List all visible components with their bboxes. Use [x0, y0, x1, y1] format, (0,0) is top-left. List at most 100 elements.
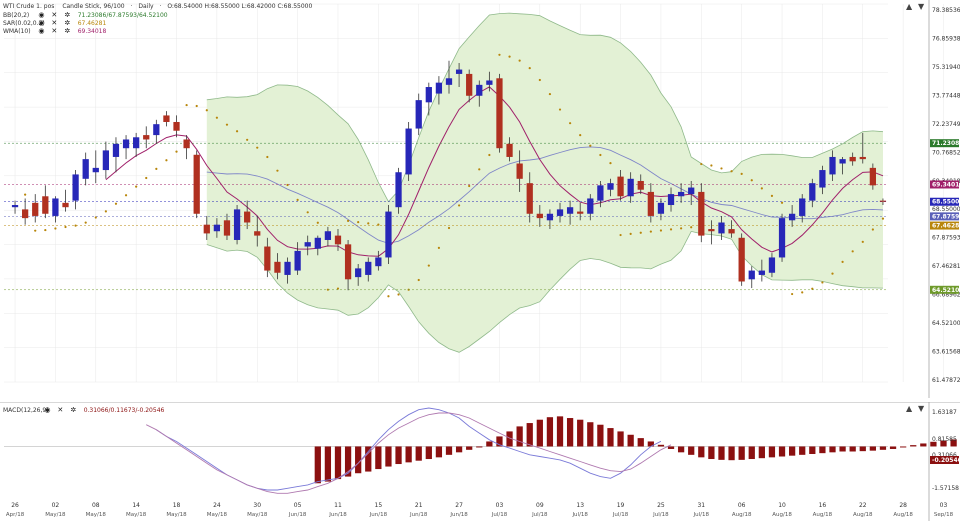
- down-icon[interactable]: ▼: [918, 404, 925, 413]
- candle-body: [324, 231, 332, 240]
- sar-dot: [205, 109, 208, 112]
- macd-histogram-bar: [496, 436, 503, 447]
- macd-histogram-bar: [435, 446, 443, 458]
- candle-body: [52, 198, 59, 216]
- macd-histogram-bar: [365, 446, 372, 472]
- candle-body: [304, 242, 311, 247]
- candle-body: [788, 213, 796, 221]
- sar-dot: [791, 292, 794, 296]
- close-icon[interactable]: ✕: [51, 19, 58, 27]
- date-axis-month: Jul/18: [612, 512, 629, 518]
- sar-dot: [437, 246, 441, 249]
- macd-value-tag-label: -0.20546: [932, 457, 960, 464]
- bollinger-upper-line: [206, 12, 884, 203]
- gear-icon[interactable]: ✲: [64, 27, 71, 35]
- sar-dot: [811, 287, 814, 290]
- macd-histogram-bar: [556, 416, 564, 447]
- candle-body: [657, 202, 665, 214]
- sar-dot: [266, 155, 269, 159]
- close-icon[interactable]: ✕: [57, 406, 64, 414]
- eye-icon[interactable]: ◉: [38, 19, 45, 27]
- sar-dot: [528, 67, 531, 70]
- candle-body: [516, 163, 523, 179]
- macd-histogram-bar: [395, 446, 402, 465]
- sar-dot: [417, 278, 420, 282]
- gear-icon[interactable]: ✲: [64, 19, 71, 27]
- date-axis-month: Jun/18: [409, 512, 428, 518]
- macd-histogram-bar: [879, 446, 887, 450]
- date-axis-day: 18: [173, 502, 181, 509]
- price-tag: [930, 139, 959, 148]
- candle-body: [688, 187, 695, 195]
- gear-icon[interactable]: ✲: [64, 11, 71, 19]
- sar-dot: [427, 264, 430, 267]
- gear-icon[interactable]: ✲: [70, 406, 77, 414]
- price-axis-label: 67.87593: [932, 235, 960, 242]
- sar-dot: [357, 221, 360, 224]
- indicator-name-wma: WMA(10): [3, 28, 31, 35]
- eye-icon[interactable]: ◉: [44, 406, 51, 414]
- sar-dot: [740, 172, 743, 175]
- candle-body: [637, 180, 644, 190]
- candle-body: [607, 183, 614, 190]
- macd-histogram-bar: [950, 439, 957, 447]
- macd-histogram-bar: [859, 446, 866, 452]
- candle-body: [213, 224, 221, 232]
- sar-dot: [710, 164, 713, 167]
- date-axis-month: Jul/18: [571, 512, 588, 518]
- date-axis-month: Apr/18: [6, 512, 25, 518]
- sar-dot: [44, 228, 47, 232]
- date-axis-month: Jul/18: [491, 512, 508, 518]
- sar-dot: [74, 224, 77, 227]
- candle-body: [32, 202, 39, 216]
- date-axis-month: Aug/18: [893, 512, 913, 518]
- sar-dot: [124, 194, 128, 197]
- sar-dot: [367, 222, 370, 225]
- close-icon[interactable]: ✕: [51, 27, 58, 35]
- up-icon[interactable]: ▲: [906, 2, 913, 11]
- sar-dot: [175, 150, 178, 153]
- macd-histogram-bar: [486, 441, 493, 447]
- macd-histogram-bar: [415, 446, 422, 461]
- candle-body: [122, 139, 130, 149]
- up-icon[interactable]: ▲: [906, 404, 913, 413]
- macd-histogram-bar: [768, 446, 776, 458]
- sar-dot: [185, 103, 188, 107]
- sar-dot: [457, 204, 461, 207]
- macd-histogram-bar: [839, 446, 846, 452]
- sar-dot: [831, 272, 834, 275]
- macd-histogram-bar: [355, 446, 362, 474]
- candle-body: [375, 257, 382, 267]
- close-icon[interactable]: ✕: [51, 11, 58, 19]
- candle-body: [627, 178, 634, 197]
- macd-histogram-bar: [788, 446, 796, 456]
- date-axis-month: Jul/18: [531, 512, 548, 518]
- candle-body: [365, 261, 372, 275]
- sar-dot: [306, 211, 309, 214]
- date-axis-month: Aug/18: [853, 512, 873, 518]
- down-icon[interactable]: ▼: [918, 2, 925, 11]
- macd-panel[interactable]: 1.63187 0.81585 0.31066 -0.20546 -1.57158 MA…: [0, 401, 960, 521]
- sar-dot: [579, 134, 582, 137]
- sar-dot: [336, 287, 340, 290]
- date-axis-month: Sep/18: [934, 512, 954, 518]
- eye-icon[interactable]: ◉: [38, 11, 45, 19]
- price-chart[interactable]: 78.38536 76.85938 75.31940 73.77448 72.23749…: [0, 0, 960, 398]
- candle-body: [284, 261, 291, 275]
- sar-dot: [397, 293, 400, 296]
- date-axis-day: 24: [213, 502, 221, 509]
- eye-icon[interactable]: ◉: [38, 27, 45, 35]
- date-axis-month: Jun/18: [449, 512, 468, 518]
- macd-values: 0.31066/0.11673/-0.20546: [83, 407, 165, 414]
- date-axis-day: 26: [11, 502, 19, 509]
- macd-histogram-bar: [728, 446, 735, 461]
- sar-dot: [780, 201, 784, 204]
- date-axis-month: Jun/18: [328, 512, 347, 518]
- macd-histogram-bar: [920, 443, 927, 447]
- sar-dot: [508, 55, 511, 58]
- sar-dot: [478, 168, 481, 171]
- macd-chart[interactable]: 1.63187 0.81585 0.31066-0.20546 -1.57158: [0, 401, 960, 521]
- price-chart-panel[interactable]: 78.38536 76.85938 75.31940 73.77448 72.23749…: [0, 0, 960, 398]
- sar-dot: [680, 227, 683, 230]
- wma-line: [105, 86, 884, 257]
